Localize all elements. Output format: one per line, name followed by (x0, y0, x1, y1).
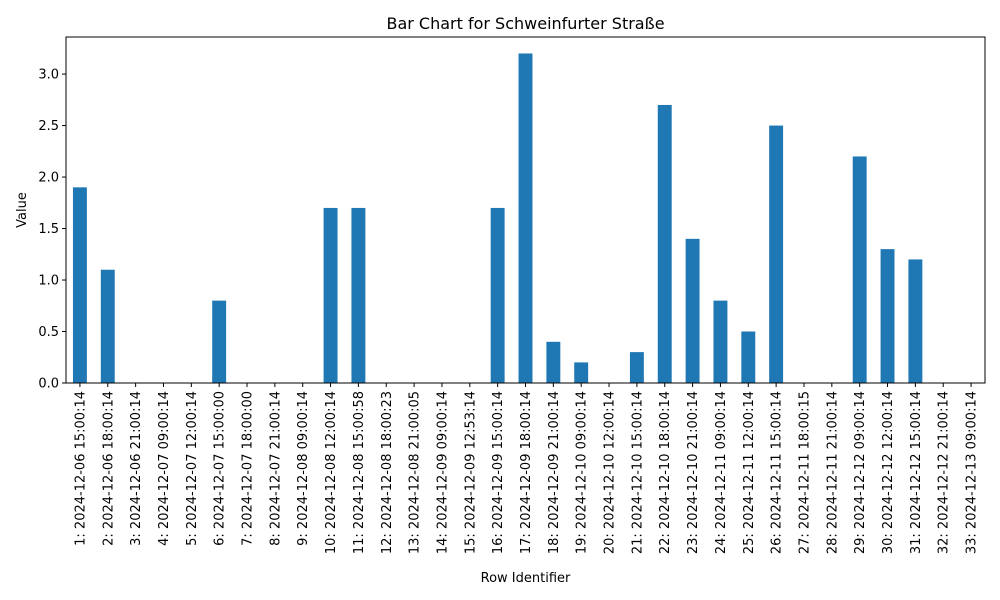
bar (100, 269, 115, 383)
bar (212, 300, 227, 383)
y-tick-label: 0.0 (38, 377, 59, 392)
bar (629, 352, 644, 383)
x-axis: 1: 2024-12-06 15:00:14 2: 2024-12-06 18:0… (73, 383, 980, 554)
bar (657, 104, 672, 384)
y-tick-label: 3.0 (38, 68, 59, 83)
x-tick-label: 7: 2024-12-07 18:00:00 (241, 391, 256, 546)
x-tick-label: 2: 2024-12-06 18:00:14 (101, 391, 116, 546)
x-tick-label: 32: 2024-12-12 21:00:14 (937, 391, 952, 554)
bar (490, 207, 505, 383)
x-tick-label: 6: 2024-12-07 15:00:00 (213, 391, 228, 546)
bar (880, 249, 895, 383)
x-tick-label: 26: 2024-12-11 15:00:14 (770, 391, 785, 554)
x-tick-label: 23: 2024-12-10 21:00:14 (686, 391, 701, 554)
x-tick-label: 28: 2024-12-11 21:00:14 (825, 391, 840, 554)
x-tick-label: 21: 2024-12-10 15:00:14 (630, 391, 645, 554)
bar (741, 331, 756, 383)
x-tick-label: 24: 2024-12-11 09:00:14 (714, 391, 729, 554)
x-tick-label: 30: 2024-12-12 12:00:14 (881, 391, 896, 554)
x-tick-label: 1: 2024-12-06 15:00:14 (73, 391, 88, 546)
bar (908, 259, 923, 383)
x-tick-label: 9: 2024-12-08 09:00:14 (296, 391, 311, 546)
x-tick-label: 5: 2024-12-07 12:00:14 (185, 391, 200, 546)
x-tick-label: 14: 2024-12-09 09:00:14 (435, 391, 450, 554)
bar (518, 53, 533, 383)
bar (713, 300, 728, 383)
y-tick-label: 1.0 (38, 274, 59, 289)
y-tick-label: 2.0 (38, 171, 59, 186)
x-tick-label: 27: 2024-12-11 18:00:15 (797, 391, 812, 554)
y-tick-label: 1.5 (38, 222, 59, 237)
x-tick-label: 19: 2024-12-10 09:00:14 (575, 391, 590, 554)
bar (323, 207, 338, 383)
plot-frame (65, 36, 986, 384)
x-tick-label: 17: 2024-12-09 18:00:14 (519, 391, 534, 554)
x-tick-label: 3: 2024-12-06 21:00:14 (129, 391, 144, 546)
bar (546, 341, 561, 383)
x-tick-label: 8: 2024-12-07 21:00:14 (268, 391, 283, 546)
x-tick-label: 13: 2024-12-08 21:00:05 (408, 391, 423, 554)
x-tick-label: 25: 2024-12-11 12:00:14 (742, 391, 757, 554)
x-tick-label: 11: 2024-12-08 15:00:58 (352, 391, 367, 554)
x-tick-label: 29: 2024-12-12 09:00:14 (853, 391, 868, 554)
x-tick-label: 15: 2024-12-09 12:53:14 (463, 391, 478, 554)
bar (574, 362, 589, 383)
chart-title: Bar Chart for Schweinfurter Straße (386, 14, 664, 33)
x-axis-label: Row Identifier (481, 571, 571, 586)
bars-group (72, 53, 923, 384)
bar (852, 156, 867, 383)
x-tick-label: 4: 2024-12-07 09:00:14 (157, 391, 172, 546)
x-tick-label: 16: 2024-12-09 15:00:14 (491, 391, 506, 554)
x-tick-label: 33: 2024-12-13 09:00:14 (965, 391, 980, 554)
bar (72, 187, 87, 383)
x-tick-label: 20: 2024-12-10 12:00:14 (603, 391, 618, 554)
y-axis: 0.0 0.5 1.0 1.5 2.0 2.5 3.0 (38, 68, 66, 392)
y-tick-label: 2.5 (38, 119, 59, 134)
x-tick-label: 22: 2024-12-10 18:00:14 (658, 391, 673, 554)
y-axis-label: Value (15, 192, 30, 228)
bar (351, 207, 366, 383)
bar (769, 125, 784, 383)
bar (685, 238, 700, 383)
x-tick-label: 18: 2024-12-09 21:00:14 (547, 391, 562, 554)
x-tick-label: 12: 2024-12-08 18:00:23 (380, 391, 395, 554)
y-tick-label: 0.5 (38, 325, 59, 340)
x-tick-label: 10: 2024-12-08 12:00:14 (324, 391, 339, 554)
x-tick-label: 31: 2024-12-12 15:00:14 (909, 391, 924, 554)
